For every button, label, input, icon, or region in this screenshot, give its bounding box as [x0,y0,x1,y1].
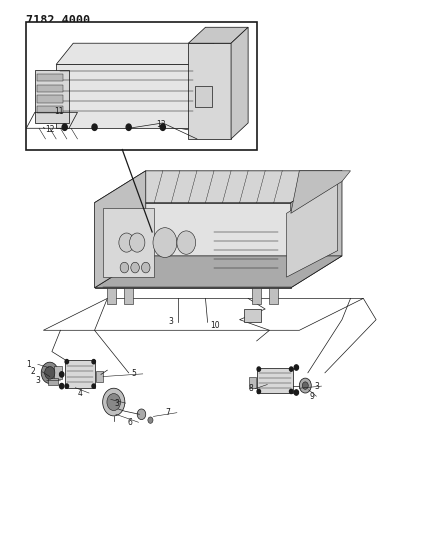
Circle shape [289,389,293,393]
Polygon shape [56,64,197,128]
Text: 10: 10 [210,321,220,329]
Circle shape [65,360,68,364]
Polygon shape [286,181,338,277]
Text: 11: 11 [54,107,64,116]
Circle shape [153,228,177,257]
Circle shape [257,389,261,393]
Bar [37,95,62,103]
Circle shape [131,262,140,273]
Circle shape [137,409,146,419]
Bar [26,22,257,150]
Circle shape [103,388,125,416]
Circle shape [148,417,153,423]
Circle shape [119,233,134,252]
Polygon shape [188,27,248,43]
Circle shape [62,124,67,131]
Circle shape [294,390,298,395]
Bar [270,288,278,304]
Text: 13: 13 [156,120,166,129]
Text: 1: 1 [27,360,31,369]
Text: 9: 9 [309,392,314,401]
Text: 3: 3 [114,399,119,408]
Text: 2: 2 [31,367,36,376]
Polygon shape [291,171,342,288]
Polygon shape [35,70,69,123]
Circle shape [160,124,165,131]
Bar [125,288,133,304]
Polygon shape [103,208,154,277]
Circle shape [299,378,311,393]
Bar [195,86,212,107]
Text: 8: 8 [248,384,253,393]
Circle shape [142,262,150,273]
Text: 12: 12 [45,125,55,134]
Text: 3: 3 [315,382,319,391]
Polygon shape [95,171,342,203]
Circle shape [120,262,129,273]
Bar [257,368,293,393]
Circle shape [130,233,145,252]
Polygon shape [95,256,342,288]
Text: 6: 6 [127,418,132,427]
Polygon shape [56,43,214,64]
Bar [37,74,62,82]
Text: 3: 3 [36,376,40,385]
Bar [37,106,62,114]
Polygon shape [188,43,231,139]
Circle shape [107,393,121,410]
Polygon shape [231,27,248,139]
Text: 7: 7 [166,408,170,417]
Bar [96,370,103,382]
Text: 3: 3 [169,317,173,326]
Circle shape [177,231,196,254]
Bar [250,376,256,388]
Circle shape [59,383,64,389]
Circle shape [257,367,261,371]
Bar [54,366,62,379]
Circle shape [92,360,95,364]
Bar [37,85,62,92]
Circle shape [41,362,58,383]
Circle shape [302,382,308,389]
Bar [244,309,261,322]
Circle shape [289,367,293,371]
Circle shape [45,367,55,379]
Bar [253,288,261,304]
Text: 5: 5 [131,369,137,378]
Polygon shape [95,171,146,288]
Circle shape [92,384,95,388]
Bar [48,378,58,384]
Polygon shape [291,171,351,213]
Circle shape [59,372,64,377]
Text: 7182 4000: 7182 4000 [26,14,90,27]
Bar [65,360,95,387]
Circle shape [92,124,97,131]
Circle shape [126,124,131,131]
Text: 4: 4 [78,389,83,398]
Polygon shape [95,203,291,288]
Circle shape [65,384,68,388]
Bar [107,288,116,304]
Circle shape [294,365,298,370]
